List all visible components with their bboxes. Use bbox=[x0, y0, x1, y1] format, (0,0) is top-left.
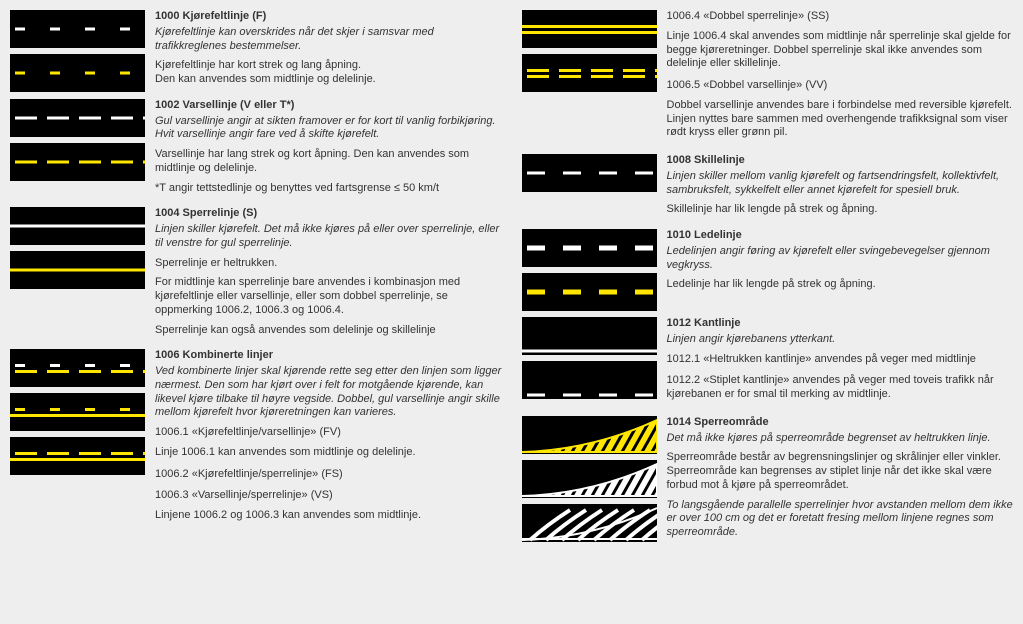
road-swatch bbox=[10, 207, 145, 245]
road-swatch bbox=[522, 154, 657, 192]
swatch-stack bbox=[522, 317, 657, 410]
sub-entry: 1006.4 «Dobbel sperrelinje» (SS) Linje 10… bbox=[667, 10, 1014, 71]
entry-title: 1004 Sperrelinje (S) bbox=[155, 207, 502, 221]
sub-text: Linje 1006.1 kan anvendes som midtlinje … bbox=[155, 446, 502, 460]
entry-text: 1010 Ledelinje Ledelinjen angir føring av… bbox=[667, 229, 1014, 311]
entry-text: 1000 Kjørefeltlinje (F) Kjørefeltlinje ka… bbox=[155, 10, 502, 93]
entry-title: 1008 Skillelinje bbox=[667, 154, 1014, 168]
entry-para: Gul varsellinje angir at sikten framover… bbox=[155, 115, 502, 143]
sub-entry: 1012.1 «Heltrukken kantlinje» anvendes p… bbox=[667, 353, 1014, 367]
entry-para: For midtlinje kan sperrelinje bare anven… bbox=[155, 276, 502, 317]
entry-text: 1006.4 «Dobbel sperrelinje» (SS) Linje 10… bbox=[667, 10, 1014, 148]
entry-1006: 1006 Kombinerte linjer Ved kombinerte lin… bbox=[10, 349, 502, 531]
entry-title: 1014 Sperreområde bbox=[667, 416, 1014, 430]
entry-1004: 1004 Sperrelinje (S) Linjen skiller kjøre… bbox=[10, 207, 502, 343]
entry-title: 1012 Kantlinje bbox=[667, 317, 1014, 331]
sub-entry: 1006.2 «Kjørefeltlinje/sperrelinje» (FS) bbox=[155, 468, 502, 482]
entry-para: Linjen angir kjørebanens ytterkant. bbox=[667, 333, 1014, 347]
entry-1006.4: 1006.4 «Dobbel sperrelinje» (SS) Linje 10… bbox=[522, 10, 1014, 148]
entry-para: Det må ikke kjøres på sperreområde begre… bbox=[667, 432, 1014, 446]
entry-1012: 1012 Kantlinje Linjen angir kjørebanens y… bbox=[522, 317, 1014, 410]
sub-label: 1006.5 «Dobbel varsellinje» (VV) bbox=[667, 79, 1014, 93]
road-swatch bbox=[10, 393, 145, 431]
road-swatch bbox=[10, 10, 145, 48]
sub-label: 1006.1 «Kjørefeltlinje/varsellinje» (FV) bbox=[155, 426, 502, 440]
sub-text: Dobbel varsellinje anvendes bare i forbi… bbox=[667, 99, 1014, 140]
entry-title: 1000 Kjørefeltlinje (F) bbox=[155, 10, 502, 24]
road-swatch bbox=[522, 229, 657, 267]
entry-1014: 1014 Sperreområde Det må ikke kjøres på s… bbox=[522, 416, 1014, 546]
entry-1002: 1002 Varsellinje (V eller T*) Gul varsell… bbox=[10, 99, 502, 202]
entry-para: Ledelinje har lik lengde på strek og åpn… bbox=[667, 278, 1014, 292]
entry-title: 1002 Varsellinje (V eller T*) bbox=[155, 99, 502, 113]
road-swatch bbox=[522, 273, 657, 311]
swatch-stack bbox=[10, 207, 145, 343]
entry-para: Ved kombinerte linjer skal kjørende rett… bbox=[155, 365, 502, 420]
entry-1000: 1000 Kjørefeltlinje (F) Kjørefeltlinje ka… bbox=[10, 10, 502, 93]
sub-text: 1012.2 «Stiplet kantlinje» anvendes på v… bbox=[667, 374, 1014, 402]
entry-para: Kjørefeltlinje har kort strek og lang åp… bbox=[155, 59, 502, 87]
entry-text: 1004 Sperrelinje (S) Linjen skiller kjøre… bbox=[155, 207, 502, 343]
swatch-stack bbox=[10, 99, 145, 202]
swatch-stack bbox=[10, 10, 145, 93]
entry-para: Varsellinje har lang strek og kort åpnin… bbox=[155, 148, 502, 176]
road-swatch bbox=[522, 460, 657, 498]
sub-text: Linjene 1006.2 og 1006.3 kan anvendes so… bbox=[155, 509, 502, 523]
entry-text: 1006 Kombinerte linjer Ved kombinerte lin… bbox=[155, 349, 502, 531]
entry-title: 1010 Ledelinje bbox=[667, 229, 1014, 243]
swatch-stack bbox=[522, 154, 657, 223]
entry-para: Skillelinje har lik lengde på strek og å… bbox=[667, 203, 1014, 217]
sub-label: 1006.3 «Varsellinje/sperrelinje» (VS) bbox=[155, 489, 502, 503]
road-swatch bbox=[10, 251, 145, 289]
swatch-stack bbox=[522, 416, 657, 546]
road-swatch bbox=[10, 143, 145, 181]
entry-text: 1002 Varsellinje (V eller T*) Gul varsell… bbox=[155, 99, 502, 202]
entry-para: Sperrelinje er heltrukken. bbox=[155, 257, 502, 271]
entry-para: Sperrelinje kan også anvendes som deleli… bbox=[155, 324, 502, 338]
sub-text: 1012.1 «Heltrukken kantlinje» anvendes p… bbox=[667, 353, 1014, 367]
entry-para: *T angir tettstedlinje og benyttes ved f… bbox=[155, 182, 502, 196]
right-column: 1006.4 «Dobbel sperrelinje» (SS) Linje 10… bbox=[522, 10, 1014, 552]
entry-text: 1012 Kantlinje Linjen angir kjørebanens y… bbox=[667, 317, 1014, 410]
sub-label: 1006.2 «Kjørefeltlinje/sperrelinje» (FS) bbox=[155, 468, 502, 482]
road-swatch bbox=[10, 437, 145, 475]
sub-entry: 1006.1 «Kjørefeltlinje/varsellinje» (FV)… bbox=[155, 426, 502, 460]
road-swatch bbox=[522, 416, 657, 454]
swatch-stack bbox=[522, 229, 657, 311]
road-swatch bbox=[10, 349, 145, 387]
entry-para: To langsgående parallelle sperrelinjer h… bbox=[667, 499, 1014, 540]
road-swatch bbox=[522, 504, 657, 542]
road-swatch bbox=[10, 54, 145, 92]
entry-para: Linjen skiller mellom vanlig kjørefelt o… bbox=[667, 170, 1014, 198]
entry-1008: 1008 Skillelinje Linjen skiller mellom va… bbox=[522, 154, 1014, 223]
sub-entry: 1006.5 «Dobbel varsellinje» (VV) Dobbel v… bbox=[667, 79, 1014, 140]
entry-para: Sperreområde består av begrensningslinje… bbox=[667, 451, 1014, 492]
road-swatch bbox=[10, 99, 145, 137]
swatch-stack bbox=[10, 349, 145, 531]
entry-title: 1006 Kombinerte linjer bbox=[155, 349, 502, 363]
columns: 1000 Kjørefeltlinje (F) Kjørefeltlinje ka… bbox=[10, 10, 1013, 552]
left-column: 1000 Kjørefeltlinje (F) Kjørefeltlinje ka… bbox=[10, 10, 502, 552]
road-swatch bbox=[522, 54, 657, 92]
sub-label: 1006.4 «Dobbel sperrelinje» (SS) bbox=[667, 10, 1014, 24]
entry-text: 1008 Skillelinje Linjen skiller mellom va… bbox=[667, 154, 1014, 223]
sub-entry: 1012.2 «Stiplet kantlinje» anvendes på v… bbox=[667, 374, 1014, 402]
entry-para: Ledelinjen angir føring av kjørefelt ell… bbox=[667, 245, 1014, 273]
road-swatch bbox=[522, 10, 657, 48]
entry-para: Linjen skiller kjørefelt. Det må ikke kj… bbox=[155, 223, 502, 251]
sub-entry: 1006.3 «Varsellinje/sperrelinje» (VS) Lin… bbox=[155, 489, 502, 523]
sub-text: Linje 1006.4 skal anvendes som midtlinje… bbox=[667, 30, 1014, 71]
road-swatch bbox=[522, 361, 657, 399]
entry-text: 1014 Sperreområde Det må ikke kjøres på s… bbox=[667, 416, 1014, 546]
swatch-stack bbox=[522, 10, 657, 148]
entry-para: Kjørefeltlinje kan overskrides når det s… bbox=[155, 26, 502, 54]
entry-1010: 1010 Ledelinje Ledelinjen angir føring av… bbox=[522, 229, 1014, 311]
road-swatch bbox=[522, 317, 657, 355]
